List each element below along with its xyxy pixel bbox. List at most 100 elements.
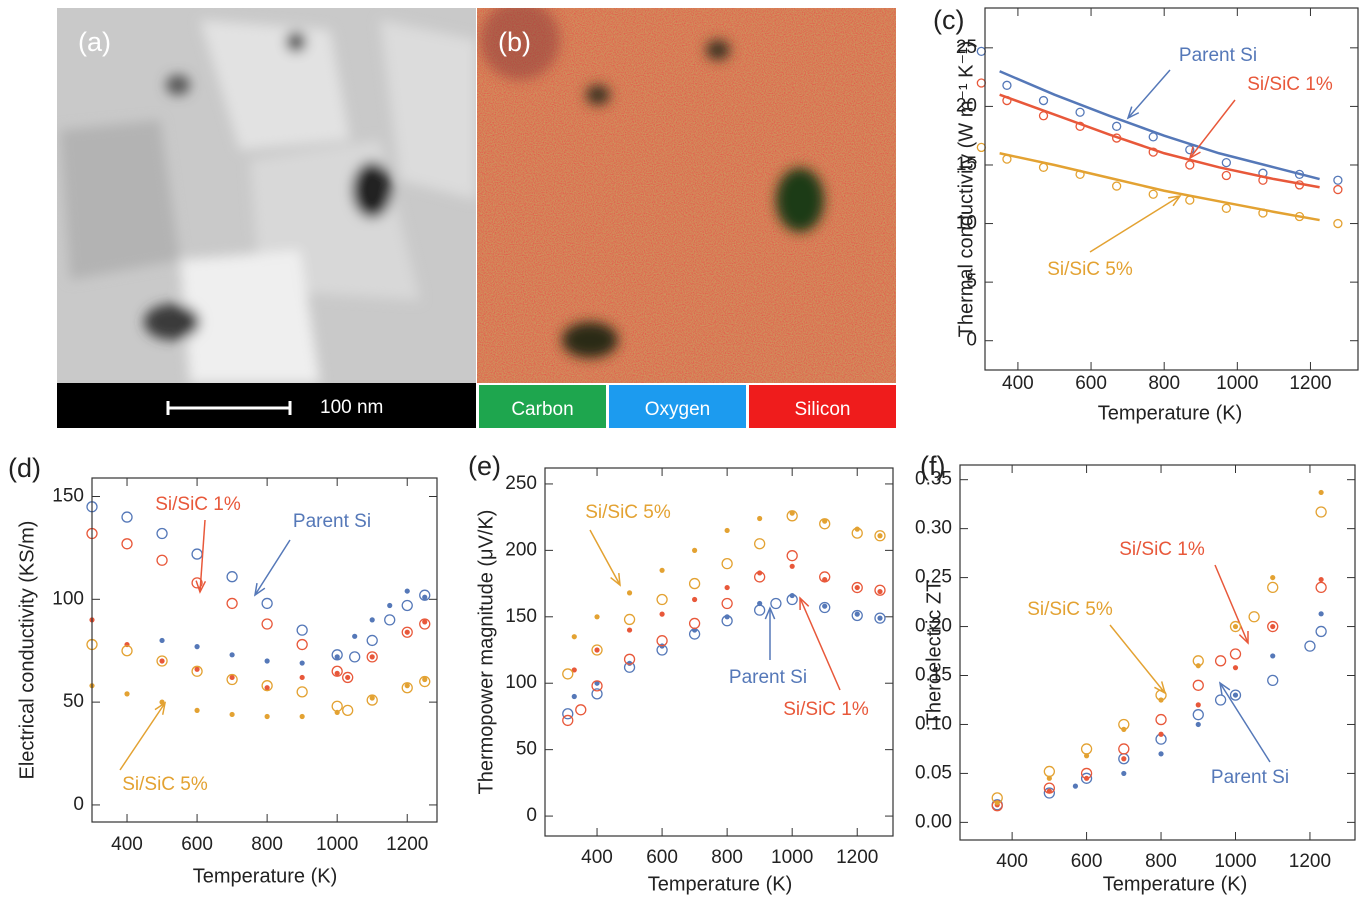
filled-marker (229, 674, 235, 681)
open-marker (226, 597, 238, 610)
series-annotation: Parent Si (1179, 45, 1257, 66)
open-marker (296, 624, 308, 636)
filled-marker (334, 654, 340, 660)
x-axis-label: Temperature (K) (1103, 873, 1248, 895)
open-marker (1111, 121, 1122, 131)
filled-marker (659, 567, 665, 573)
open-marker (819, 601, 831, 614)
x-tick-label: 600 (646, 847, 678, 868)
annotation-arrowhead (1168, 194, 1182, 207)
open-marker (1214, 694, 1227, 706)
filled-marker (626, 627, 633, 633)
open-marker (786, 550, 798, 562)
open-marker (1229, 648, 1242, 660)
series-annotation: Parent Si (729, 667, 807, 688)
filled-marker (854, 611, 860, 617)
filled-marker (822, 603, 828, 609)
y-tick-label: 50 (516, 739, 537, 760)
y-tick-label: 20 (956, 95, 977, 116)
annotation-arrowhead (253, 583, 266, 597)
x-tick-label: 1200 (836, 847, 878, 868)
y-tick-label: 15 (956, 154, 977, 175)
annotation-arrow (1127, 69, 1171, 119)
open-marker (401, 626, 413, 638)
filled-marker (1270, 623, 1276, 630)
open-marker (562, 668, 574, 680)
plot-frame (544, 467, 894, 837)
panel-label: (d) (8, 453, 41, 483)
filled-marker (404, 588, 410, 594)
filled-marker (1121, 756, 1127, 762)
open-marker (1229, 620, 1242, 633)
open-marker (1185, 160, 1195, 170)
annotation-arrowhead (799, 596, 810, 611)
filled-marker (877, 533, 883, 539)
panel-label: (c) (933, 5, 964, 35)
filled-marker (1121, 726, 1127, 732)
filled-marker (822, 576, 828, 583)
open-marker (1192, 679, 1204, 691)
filled-marker (1083, 775, 1090, 781)
series-annotation: Parent Si (293, 511, 371, 532)
y-tick-label: 150 (52, 486, 84, 507)
filled-marker (369, 654, 375, 660)
x-axis-label: Temperature (K) (1098, 402, 1243, 424)
x-tick-label: 1200 (1289, 373, 1331, 394)
plot-frame (91, 477, 438, 823)
y-tick-label: 0.00 (915, 811, 952, 832)
annotation-arrowhead (764, 606, 776, 620)
x-tick-label: 1000 (316, 834, 358, 855)
x-tick-label: 1000 (771, 847, 813, 868)
filled-marker (822, 518, 828, 524)
open-marker (419, 589, 431, 601)
open-marker (688, 577, 701, 590)
filled-marker (194, 707, 200, 713)
y-tick-label: 150 (505, 606, 537, 627)
y-tick-label: 0.35 (915, 469, 952, 490)
open-marker (1258, 175, 1268, 185)
open-marker (1267, 581, 1279, 594)
open-marker (874, 530, 886, 542)
annotation-arrow (199, 519, 206, 593)
y-tick-label: 0.20 (915, 616, 952, 637)
open-marker (1214, 655, 1227, 667)
y-tick-label: 5 (966, 271, 977, 292)
filled-marker (594, 680, 600, 686)
filled-marker (789, 592, 795, 599)
filled-marker (352, 633, 358, 639)
series-annotation: Si/SiC 1% (1247, 74, 1333, 95)
open-marker (976, 78, 986, 88)
open-marker (1148, 147, 1158, 157)
open-marker (366, 694, 378, 706)
series-annotation: Si/SiC 5% (1027, 599, 1113, 620)
open-marker (1002, 154, 1012, 164)
y-axis-label: Thermal conductivity (W m⁻¹ K⁻¹) (955, 41, 977, 338)
y-tick-label: 0.25 (915, 567, 952, 588)
annotation-arrow (1089, 195, 1181, 253)
open-marker (191, 665, 203, 677)
filled-marker (1195, 663, 1201, 669)
open-marker (296, 638, 308, 651)
filled-marker (789, 563, 795, 569)
open-marker (331, 665, 343, 677)
y-tick-label: 100 (52, 588, 84, 609)
open-marker (401, 599, 413, 612)
filled-marker (345, 674, 351, 681)
filled-marker (1270, 653, 1276, 659)
open-marker (1002, 80, 1012, 90)
open-marker (1075, 121, 1085, 131)
open-marker (1333, 184, 1343, 195)
open-marker (1304, 640, 1316, 652)
panel-label: (e) (468, 451, 501, 481)
y-axis-label: Electrical conductivity (KS/m) (16, 521, 38, 780)
annotation-arrowhead (1218, 681, 1231, 695)
open-marker (1315, 625, 1327, 638)
filled-marker (594, 614, 600, 620)
filled-marker (1121, 770, 1127, 777)
x-tick-label: 600 (1071, 851, 1103, 872)
open-marker (191, 577, 203, 589)
open-marker (976, 46, 986, 56)
x-tick-label: 800 (1148, 373, 1180, 394)
y-tick-label: 0.10 (915, 713, 952, 734)
elemental-map (477, 8, 896, 383)
